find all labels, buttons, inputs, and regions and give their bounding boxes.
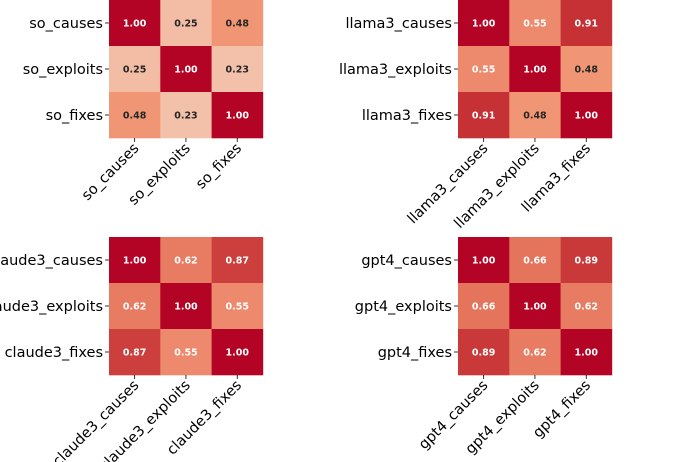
gpt4-cell-value-2-1: 0.62 — [523, 348, 546, 359]
claude3-cell-value-1-2: 0.55 — [226, 302, 249, 313]
so-cell-value-2-2: 1.00 — [226, 111, 250, 122]
gpt4-row-label-0: gpt4_causes — [361, 253, 452, 269]
so-row-label-0: so_causes — [29, 16, 103, 32]
so-cell-0-0 — [109, 0, 161, 47]
claude3-cell-value-2-2: 1.00 — [226, 348, 250, 359]
gpt4-cell-0-2 — [560, 237, 613, 284]
heatmap-so: 1.00 0.25 0.48 0.25 1.00 0.23 0.48 0.23 1.00 so_c… — [23, 0, 264, 209]
so-cell-value-0-0: 1.00 — [123, 19, 147, 30]
so-cell-1-1 — [160, 46, 212, 93]
llama3-cell-2-0 — [458, 92, 510, 139]
llama3-cell-value-0-1: 0.55 — [523, 19, 546, 30]
claude3-cell-0-2 — [211, 237, 264, 284]
gpt4-row-label-2: gpt4_fixes — [378, 345, 452, 361]
gpt4-cell-value-0-2: 0.89 — [575, 256, 598, 267]
claude3-cell-value-0-2: 0.87 — [226, 256, 249, 267]
llama3-cell-value-1-1: 1.00 — [523, 65, 547, 76]
llama3-cell-2-2 — [560, 92, 613, 139]
heatmap-claude3: 1.00 0.62 0.87 0.62 1.00 0.55 0.87 0.55 1.00 clau… — [0, 237, 264, 462]
gpt4-cell-value-2-2: 1.00 — [575, 348, 599, 359]
claude3-cell-2-2 — [211, 329, 264, 376]
llama3-cell-0-2 — [560, 0, 613, 47]
llama3-cell-value-0-2: 0.91 — [575, 19, 598, 30]
claude3-cell-1-2 — [211, 283, 264, 330]
llama3-cell-0-1 — [509, 0, 561, 47]
gpt4-cell-value-1-0: 0.66 — [472, 302, 496, 313]
llama3-cell-value-1-0: 0.55 — [472, 65, 495, 76]
llama3-cell-2-1 — [509, 92, 561, 139]
so-cell-0-2 — [211, 0, 264, 47]
llama3-row-label-0: llama3_causes — [345, 16, 452, 32]
claude3-row-label-1: claude3_exploits — [0, 299, 103, 315]
gpt4-cell-value-0-1: 0.66 — [523, 256, 547, 267]
so-cell-value-0-1: 0.25 — [174, 19, 197, 30]
gpt4-cell-2-0 — [458, 329, 510, 376]
claude3-cell-1-1 — [160, 283, 212, 330]
llama3-cell-value-2-2: 1.00 — [575, 111, 599, 122]
gpt4-cell-2-2 — [560, 329, 613, 376]
llama3-cell-1-0 — [458, 46, 510, 93]
gpt4-cell-value-1-2: 0.62 — [575, 302, 598, 313]
heatmap-llama3: 1.00 0.55 0.91 0.55 1.00 0.48 0.91 0.48 1.00 llam… — [339, 0, 613, 232]
claude3-cell-value-0-0: 1.00 — [123, 256, 147, 267]
llama3-row-label-2: llama3_fixes — [362, 108, 452, 124]
claude3-row-label-0: claude3_causes — [0, 253, 103, 269]
claude3-cell-2-1 — [160, 329, 212, 376]
gpt4-cell-0-1 — [509, 237, 561, 284]
claude3-cell-1-0 — [109, 283, 161, 330]
so-cell-0-1 — [160, 0, 212, 47]
llama3-cell-value-2-1: 0.48 — [523, 111, 547, 122]
claude3-row-label-2: claude3_fixes — [5, 345, 103, 361]
so-cell-value-2-1: 0.23 — [174, 111, 197, 122]
so-row-label-1: so_exploits — [23, 62, 103, 78]
so-cell-value-0-2: 0.48 — [226, 19, 250, 30]
llama3-cell-value-1-2: 0.48 — [575, 65, 599, 76]
claude3-cell-value-1-0: 0.62 — [123, 302, 146, 313]
gpt4-cell-1-2 — [560, 283, 613, 330]
gpt4-cell-1-1 — [509, 283, 561, 330]
llama3-cell-1-1 — [509, 46, 561, 93]
llama3-cell-value-0-0: 1.00 — [472, 19, 496, 30]
claude3-cell-value-1-1: 1.00 — [174, 302, 198, 313]
llama3-cell-1-2 — [560, 46, 613, 93]
gpt4-cell-1-0 — [458, 283, 510, 330]
heatmap-gpt4: 1.00 0.66 0.89 0.66 1.00 0.62 0.89 0.62 1.00 gpt4… — [355, 237, 613, 458]
llama3-cell-value-2-0: 0.91 — [472, 111, 495, 122]
gpt4-cell-2-1 — [509, 329, 561, 376]
claude3-cell-2-0 — [109, 329, 161, 376]
so-cell-value-1-2: 0.23 — [226, 65, 249, 76]
claude3-cell-value-2-0: 0.87 — [123, 348, 146, 359]
claude3-cell-0-1 — [160, 237, 212, 284]
so-cell-2-0 — [109, 92, 161, 139]
llama3-cell-0-0 — [458, 0, 510, 47]
so-cell-value-1-0: 0.25 — [123, 65, 146, 76]
gpt4-row-label-1: gpt4_exploits — [355, 299, 452, 315]
gpt4-cell-value-0-0: 1.00 — [472, 256, 496, 267]
gpt4-cell-value-2-0: 0.89 — [472, 348, 495, 359]
so-cell-1-2 — [211, 46, 264, 93]
so-row-label-2: so_fixes — [46, 108, 103, 124]
claude3-cell-0-0 — [109, 237, 161, 284]
so-cell-2-1 — [160, 92, 212, 139]
so-cell-2-2 — [211, 92, 264, 139]
claude3-cell-value-0-1: 0.62 — [174, 256, 197, 267]
llama3-row-label-1: llama3_exploits — [339, 62, 452, 78]
so-cell-value-2-0: 0.48 — [123, 111, 147, 122]
gpt4-cell-0-0 — [458, 237, 510, 284]
so-col-label-2: so_fixes — [193, 141, 245, 193]
gpt4-cell-value-1-1: 1.00 — [523, 302, 547, 313]
so-cell-value-1-1: 1.00 — [174, 65, 198, 76]
so-cell-1-0 — [109, 46, 161, 93]
claude3-cell-value-2-1: 0.55 — [174, 348, 197, 359]
